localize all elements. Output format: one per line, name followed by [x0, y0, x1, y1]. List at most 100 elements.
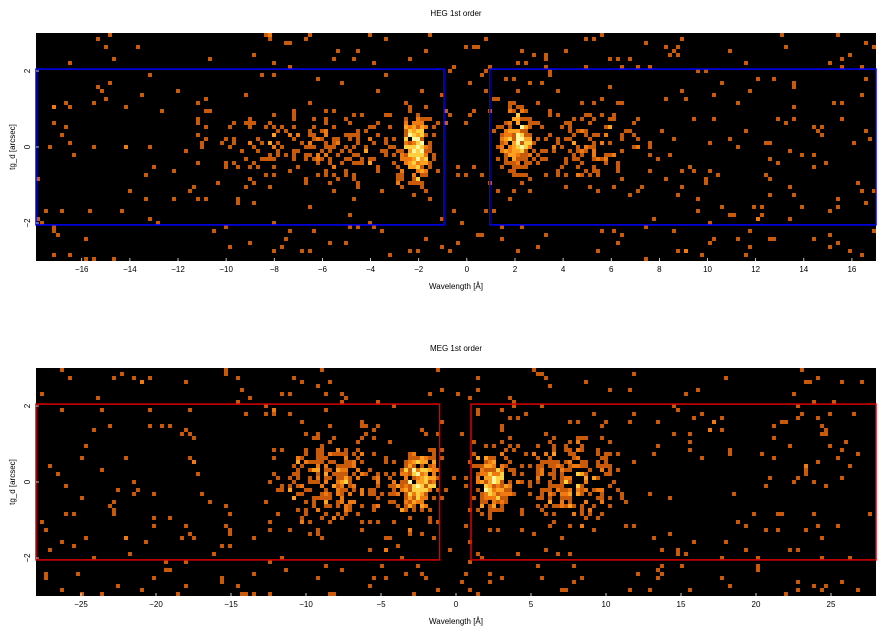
meg-event-pixel	[564, 444, 568, 448]
meg-event-pixel	[316, 508, 320, 512]
heg-event-pixel	[528, 133, 532, 137]
heg-event-pixel	[392, 153, 396, 157]
meg-event-pixel	[356, 512, 360, 516]
heg-event-pixel	[432, 133, 436, 137]
heg-event-pixel	[352, 113, 356, 117]
meg-event-pixel	[500, 408, 504, 412]
meg-event-pixel	[360, 460, 364, 464]
meg-event-pixel	[608, 452, 612, 456]
heg-event-pixel	[792, 193, 796, 197]
meg-event-pixel	[796, 580, 800, 584]
heg-event-pixel	[196, 117, 200, 121]
meg-event-pixel	[288, 476, 292, 480]
meg-event-pixel	[668, 496, 672, 500]
meg-event-pixel	[488, 580, 492, 584]
heg-event-pixel	[204, 97, 208, 101]
meg-event-pixel	[488, 504, 492, 508]
heg-event-pixel	[356, 133, 360, 137]
heg-event-pixel	[224, 161, 228, 165]
meg-event-pixel	[400, 484, 404, 488]
heg-event-pixel	[468, 81, 472, 85]
heg-event-pixel	[284, 153, 288, 157]
meg-event-pixel	[432, 496, 436, 500]
heg-event-pixel	[568, 137, 572, 141]
meg-event-pixel	[568, 460, 572, 464]
meg-event-pixel	[756, 564, 760, 568]
meg-event-pixel	[336, 484, 340, 488]
meg-event-pixel	[572, 564, 576, 568]
heg-event-pixel	[664, 177, 668, 181]
heg-event-pixel	[524, 157, 528, 161]
heg-event-pixel	[408, 157, 412, 161]
heg-event-pixel	[856, 181, 860, 185]
meg-event-pixel	[540, 472, 544, 476]
heg-event-pixel	[104, 97, 108, 101]
meg-event-pixel	[356, 456, 360, 460]
meg-event-pixel	[652, 452, 656, 456]
meg-event-pixel	[324, 492, 328, 496]
heg-event-pixel	[604, 153, 608, 157]
heg-event-pixel	[580, 173, 584, 177]
meg-event-pixel	[368, 584, 372, 588]
meg-event-pixel	[576, 484, 580, 488]
heg-event-pixel	[840, 101, 844, 105]
heg-event-pixel	[200, 141, 204, 145]
heg-event-pixel	[508, 121, 512, 125]
meg-event-pixel	[468, 540, 472, 544]
meg-event-pixel	[412, 496, 416, 500]
heg-event-pixel	[516, 149, 520, 153]
meg-event-pixel	[496, 484, 500, 488]
heg-event-pixel	[612, 117, 616, 121]
heg-event-pixel	[248, 165, 252, 169]
heg-event-pixel	[828, 245, 832, 249]
meg-event-pixel	[672, 404, 676, 408]
heg-event-pixel	[504, 77, 508, 81]
heg-event-pixel	[416, 249, 420, 253]
heg-event-pixel	[44, 209, 48, 213]
heg-event-pixel	[512, 169, 516, 173]
heg-event-pixel	[412, 157, 416, 161]
meg-event-pixel	[268, 520, 272, 524]
meg-event-pixel	[284, 568, 288, 572]
heg-event-pixel	[416, 145, 420, 149]
heg-event-pixel	[532, 121, 536, 125]
meg-event-pixel	[552, 504, 556, 508]
meg-event-pixel	[324, 564, 328, 568]
heg-event-pixel	[760, 205, 764, 209]
heg-event-pixel	[544, 57, 548, 61]
heg-x-tick-label: 8	[657, 265, 662, 274]
meg-event-pixel	[424, 480, 428, 484]
heg-event-pixel	[224, 165, 228, 169]
heg-event-pixel	[396, 165, 400, 169]
heg-event-pixel	[580, 117, 584, 121]
meg-event-pixel	[288, 412, 292, 416]
heg-event-pixel	[472, 109, 476, 113]
meg-event-pixel	[828, 444, 832, 448]
meg-event-pixel	[320, 444, 324, 448]
meg-event-pixel	[576, 436, 580, 440]
meg-event-pixel	[424, 460, 428, 464]
meg-event-pixel	[84, 444, 88, 448]
heg-event-pixel	[824, 161, 828, 165]
heg-event-pixel	[284, 41, 288, 45]
meg-event-pixel	[376, 496, 380, 500]
heg-event-pixel	[628, 57, 632, 61]
meg-event-pixel	[340, 480, 344, 484]
meg-event-pixel	[124, 456, 128, 460]
meg-event-pixel	[508, 492, 512, 496]
meg-event-pixel	[404, 508, 408, 512]
meg-event-pixel	[496, 472, 500, 476]
meg-event-pixel	[660, 572, 664, 576]
meg-event-pixel	[412, 452, 416, 456]
heg-event-pixel	[592, 149, 596, 153]
heg-event-pixel	[60, 209, 64, 213]
heg-event-pixel	[568, 125, 572, 129]
heg-event-pixel	[384, 141, 388, 145]
meg-event-pixel	[360, 452, 364, 456]
heg-event-pixel	[520, 145, 524, 149]
heg-event-pixel	[420, 161, 424, 165]
meg-event-pixel	[492, 480, 496, 484]
meg-event-pixel	[244, 592, 248, 596]
meg-event-pixel	[776, 512, 780, 516]
heg-event-pixel	[504, 129, 508, 133]
